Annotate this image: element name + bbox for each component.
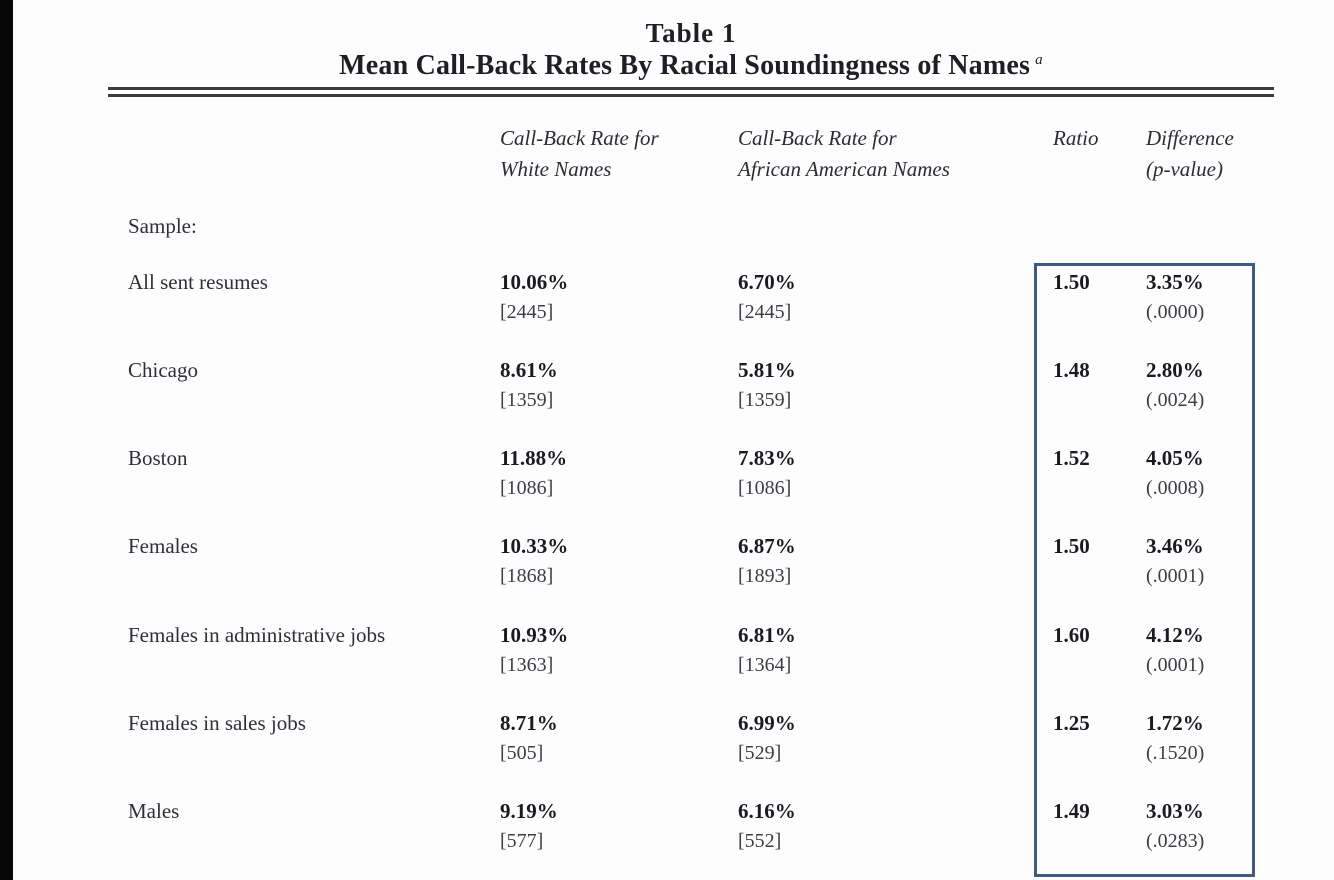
section-label-sample: Sample:	[128, 214, 197, 238]
white-rate-cell: 8.71% [505]	[500, 711, 558, 764]
row-label: Males	[128, 799, 180, 823]
table-row: Males 9.19% [577] 6.16% [552] 1.49 3.03%…	[128, 796, 1306, 856]
difference-cell: 3.03% (.0283)	[1146, 799, 1205, 852]
aa-rate-cell: 7.83% [1086]	[738, 446, 796, 499]
footnote-marker: a	[1035, 51, 1043, 68]
ratio-cell: 1.49	[1053, 799, 1090, 823]
table-title-text: Mean Call-Back Rates By Racial Soundingn…	[339, 50, 1031, 81]
ratio-cell: 1.52	[1053, 446, 1090, 470]
difference-cell: 4.05% (.0008)	[1146, 446, 1205, 499]
column-header-african-american-names: Call-Back Rate for African American Name…	[738, 126, 950, 181]
white-rate-cell: 9.19% [577]	[500, 799, 558, 852]
white-rate-cell: 10.33% [1868]	[500, 534, 569, 587]
header-spacer	[128, 123, 500, 185]
aa-rate-cell: 6.87% [1893]	[738, 534, 796, 587]
table-caption: Table 1 Mean Call-Back Rates By Racial S…	[108, 18, 1274, 82]
highlight-annotation-box	[1034, 263, 1255, 877]
difference-cell: 4.12% (.0001)	[1146, 623, 1205, 676]
difference-cell: 3.46% (.0001)	[1146, 534, 1205, 587]
row-label: Females in administrative jobs	[128, 623, 386, 647]
column-header-white-names: Call-Back Rate for White Names	[500, 126, 659, 181]
white-rate-cell: 10.93% [1363]	[500, 623, 569, 676]
aa-rate-cell: 6.70% [2445]	[738, 270, 796, 323]
row-label: Females	[128, 534, 198, 558]
table-row: Boston 11.88% [1086] 7.83% [1086] 1.52 4…	[128, 443, 1306, 503]
table-header-row: Call-Back Rate for White Names Call-Back…	[128, 123, 1306, 185]
table-row: Females in administrative jobs 10.93% [1…	[128, 620, 1306, 680]
ratio-cell: 1.50	[1053, 534, 1090, 558]
aa-rate-cell: 5.81% [1359]	[738, 358, 796, 411]
column-header-difference: Difference (p-value)	[1146, 126, 1234, 181]
white-rate-cell: 10.06% [2445]	[500, 270, 569, 323]
ratio-cell: 1.25	[1053, 711, 1090, 735]
difference-cell: 3.35% (.0000)	[1146, 270, 1205, 323]
table-row: All sent resumes 10.06% [2445] 6.70% [24…	[128, 267, 1306, 327]
row-label: Females in sales jobs	[128, 711, 306, 735]
row-label: All sent resumes	[128, 270, 268, 294]
table-top-rule	[108, 87, 1274, 97]
table-title: Mean Call-Back Rates By Racial Soundingn…	[108, 50, 1274, 82]
ratio-cell: 1.48	[1053, 358, 1090, 382]
ratio-cell: 1.60	[1053, 623, 1090, 647]
table-row: Females 10.33% [1868] 6.87% [1893] 1.50 …	[128, 531, 1306, 591]
column-header-ratio: Ratio	[1053, 126, 1099, 150]
table-row: Females in sales jobs 8.71% [505] 6.99% …	[128, 708, 1306, 768]
aa-rate-cell: 6.81% [1364]	[738, 623, 796, 676]
white-rate-cell: 8.61% [1359]	[500, 358, 558, 411]
screen-edge-bar	[0, 0, 13, 880]
table-number: Table 1	[645, 18, 737, 48]
white-rate-cell: 11.88% [1086]	[500, 446, 568, 499]
row-label: Chicago	[128, 358, 198, 382]
difference-cell: 1.72% (.1520)	[1146, 711, 1205, 764]
aa-rate-cell: 6.16% [552]	[738, 799, 796, 852]
table-row: Chicago 8.61% [1359] 5.81% [1359] 1.48 2…	[128, 355, 1306, 415]
ratio-cell: 1.50	[1053, 270, 1090, 294]
row-label: Boston	[128, 446, 188, 470]
aa-rate-cell: 6.99% [529]	[738, 711, 796, 764]
difference-cell: 2.80% (.0024)	[1146, 358, 1205, 411]
